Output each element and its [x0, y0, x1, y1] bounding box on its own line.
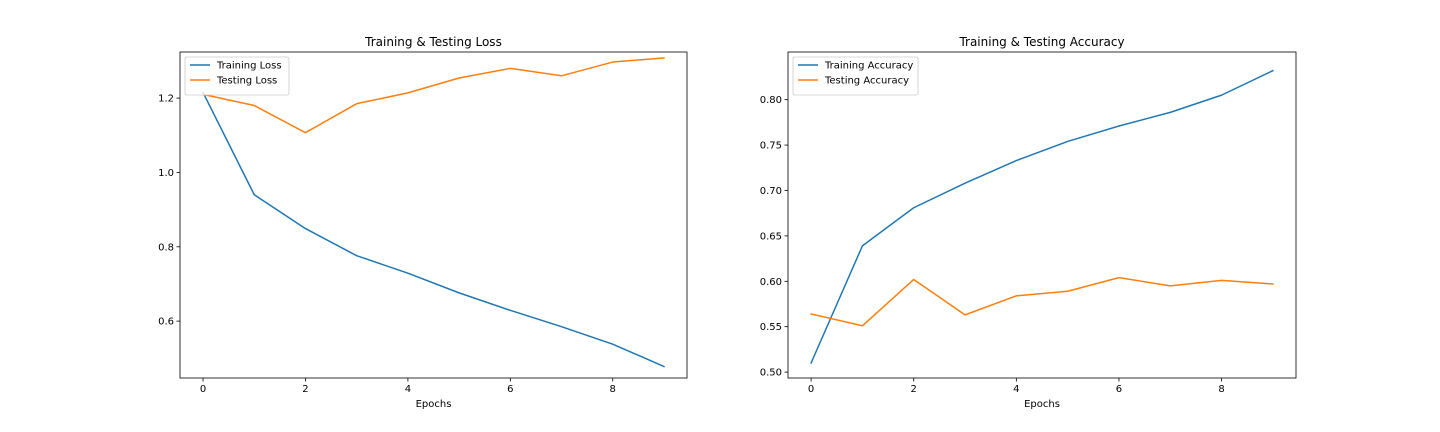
loss-axes-frame — [179, 51, 688, 379]
accuracy-x-tick-label: 8 — [1218, 384, 1224, 395]
accuracy-x-tick-label: 0 — [808, 384, 814, 395]
loss-series-lines — [202, 57, 665, 368]
loss-x-tick-label: 2 — [302, 384, 308, 395]
accuracy-y-tick-label: 0.70 — [760, 186, 782, 197]
loss-x-tick-label: 6 — [507, 384, 513, 395]
accuracy-y-tick-label: 0.75 — [760, 141, 782, 152]
training-accuracy-legend-label: Training Accuracy — [824, 61, 913, 72]
loss-x-axis-label: Epochs — [416, 399, 452, 410]
accuracy-chart: Training & Testing Accuracy Epochs 0 2 4 6 8… — [760, 35, 1297, 410]
accuracy-y-tick-label: 0.50 — [760, 368, 782, 379]
loss-legend: Training Loss Testing Loss — [184, 56, 290, 96]
loss-y-tick-label: 0.6 — [158, 317, 174, 328]
accuracy-y-tick-label: 0.55 — [760, 322, 782, 333]
accuracy-x-tick-label: 2 — [911, 384, 917, 395]
testing-loss-legend-label: Testing Loss — [216, 76, 277, 87]
loss-y-tick-label: 1.2 — [158, 94, 174, 105]
accuracy-y-tick-label: 0.65 — [760, 231, 782, 242]
accuracy-x-tick-label: 6 — [1116, 384, 1122, 395]
accuracy-x-axis-label: Epochs — [1024, 399, 1060, 410]
loss-chart: Training & Testing Loss Epochs 0 2 4 6 80.60… — [158, 35, 688, 410]
testing-accuracy-line — [810, 276, 1274, 327]
accuracy-axes-frame — [787, 51, 1297, 379]
testing-accuracy-legend-label: Testing Accuracy — [824, 76, 909, 87]
accuracy-x-tick-label: 4 — [1013, 384, 1019, 395]
loss-x-tick-label: 8 — [610, 384, 616, 395]
training-accuracy-line — [810, 69, 1274, 365]
accuracy-y-tick-label: 0.80 — [760, 95, 782, 106]
accuracy-series-lines — [810, 69, 1274, 365]
training-loss-line — [202, 91, 665, 368]
loss-x-tick-label: 0 — [200, 384, 206, 395]
loss-y-tick-label: 1.0 — [158, 168, 174, 179]
loss-y-tick-label: 0.8 — [158, 242, 174, 253]
training-loss-legend-label: Training Loss — [216, 61, 282, 72]
loss-chart-title: Training & Testing Loss — [364, 35, 502, 49]
accuracy-legend-frame — [792, 56, 919, 96]
loss-x-tick-label: 4 — [405, 384, 411, 395]
accuracy-legend: Training Accuracy Testing Accuracy — [792, 56, 919, 96]
accuracy-chart-title: Training & Testing Accuracy — [958, 35, 1124, 49]
accuracy-y-tick-label: 0.60 — [760, 277, 782, 288]
accuracy-ticks: 0 2 4 6 8 0.50 0.55 0.60 0.65 0.70 0.75 0.80 — [760, 95, 1225, 395]
testing-loss-line — [202, 57, 665, 134]
loss-legend-frame — [184, 56, 290, 96]
loss-ticks: 0 2 4 6 8 0.6 0.8 1.0 1.2 — [158, 94, 616, 395]
